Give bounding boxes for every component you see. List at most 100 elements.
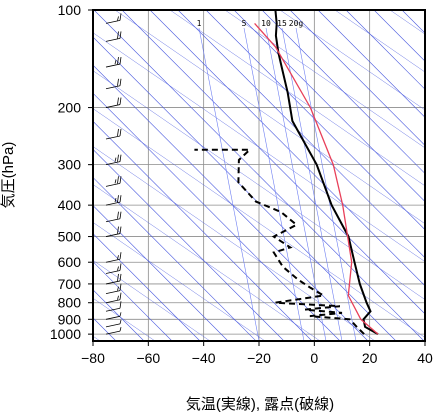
y-tick-label: 200 [58,100,82,116]
x-tick-label: −40 [192,350,216,366]
dry-adiabat-line [93,10,425,341]
mixing-ratio-label: 10 [261,19,271,28]
x-tick-label: 0 [310,350,318,366]
y-tick-label: 100 [58,2,82,18]
dry-adiabat-line [430,10,435,341]
x-tick-label: 40 [417,350,433,366]
wind-barbs [105,13,122,335]
sounding-profiles [194,10,379,335]
y-axis-label: 気圧(hPa) [0,142,17,209]
dry-adiabat-line [93,64,369,341]
barb-staff [105,63,121,68]
moist-adiabat-line [334,10,425,73]
barb-staff [105,315,121,320]
barb-flag [117,273,119,281]
parcel-curve [254,22,379,335]
wind-barb [105,128,122,140]
barb-flag [117,31,119,39]
barb-flag [117,295,119,300]
barb-flag [119,78,122,86]
dry-adiabat-line [121,10,425,315]
moist-adiabat-line [93,260,211,341]
wind-barb [105,195,122,206]
mixing-ratio-line [295,27,357,341]
wind-barb [105,13,122,24]
wind-barb [105,273,122,285]
x-axis-label: 気温(実線), 露点(破線) [186,396,334,412]
barb-staff [105,38,121,42]
dry-adiabat-line [149,10,425,287]
mixing-ratio-labels: 1 5 10 15 20g [197,19,304,28]
barb-staff [105,104,121,108]
y-tick-label: 500 [58,229,82,245]
wind-barb [105,211,122,223]
barb-flag [119,128,122,137]
moist-adiabat-line [114,10,425,225]
barb-flag [119,195,122,203]
barb-staff [105,161,121,166]
barb-staff [105,270,121,274]
moist-adiabat-line [93,32,425,263]
barb-flag [117,255,119,260]
x-tick-label: −80 [81,350,105,366]
wind-barb [105,283,122,295]
y-tick-label: 1000 [50,326,81,342]
wind-barb [105,319,122,328]
y-tick-label: 600 [58,254,82,270]
barb-flag [117,195,119,203]
barb-flag [119,273,122,281]
y-tick-label: 300 [58,157,82,173]
wind-barb [105,292,122,304]
barb-flag [119,13,122,21]
barb-staff [105,323,121,328]
barb-staff [105,330,121,335]
dry-adiabat-line [93,177,257,341]
wind-barb [105,263,122,274]
moist-adiabat-line [224,10,425,149]
barb-flag [119,226,122,234]
barb-staff [105,290,121,295]
y-tick-label: 800 [58,295,82,311]
barb-flag [119,283,122,291]
barb-staff [105,280,121,285]
barb-flag [117,286,119,291]
mixing-ratio-line [281,27,343,341]
temperature-profile [274,10,379,335]
wind-barb [105,176,122,187]
barb-flag [117,16,119,21]
barb-staff [105,85,121,90]
dry-adiabat-line [345,10,425,90]
barb-flag [119,301,122,309]
dry-adiabat-line [233,10,425,203]
mixing-ratio-line [265,27,327,341]
wind-barb [105,252,122,263]
barb-flag [117,226,119,234]
wind-barb [105,301,122,312]
barb-flag [117,176,119,184]
dry-adiabat-line [93,36,397,341]
moist-adiabat-line [93,108,425,338]
barb-staff [105,20,121,24]
dry-adiabat-line [93,205,229,341]
barb-flag [119,31,122,39]
dry-adiabat-line [261,10,425,174]
barb-flag [119,211,122,219]
barb-flag [117,78,119,86]
barb-staff [105,201,121,206]
barb-flag [119,252,122,260]
barb-flag [117,57,119,65]
dry-adiabat-line [93,233,201,341]
dry-adiabat-line [93,261,173,341]
barb-flag [114,198,117,203]
mixing-ratio-label: 15 [277,19,287,28]
y-tick-label: 900 [58,311,82,327]
barb-flag [119,327,122,332]
barb-staff [105,182,121,187]
y-tick-label: 400 [58,197,82,213]
mixing-ratio-line [243,27,305,341]
wind-barb [105,154,122,166]
barb-staff [105,307,121,312]
barb-flag [119,176,122,184]
dry-adiabat-line [289,10,425,146]
